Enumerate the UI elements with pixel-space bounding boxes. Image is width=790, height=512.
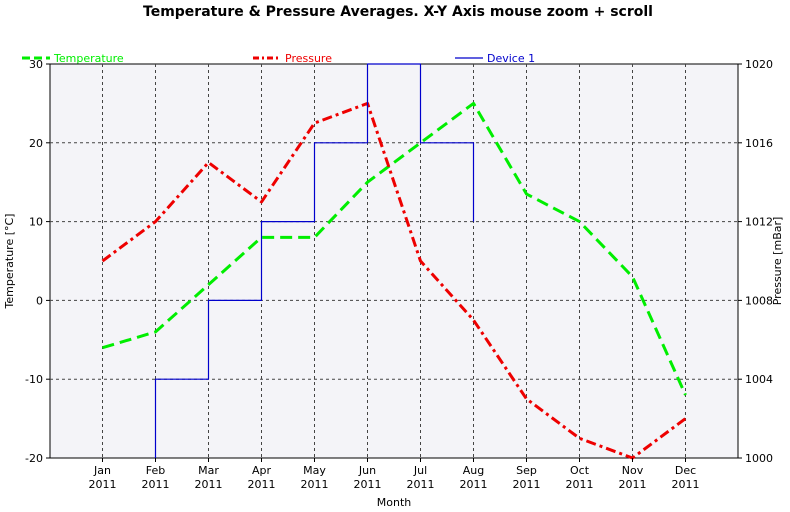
x-axis-tick-label-year: 2011 bbox=[407, 478, 435, 491]
x-axis-tick-label-year: 2011 bbox=[301, 478, 329, 491]
y-axis-right-tick-label: 1000 bbox=[745, 452, 773, 465]
x-axis-tick-label-year: 2011 bbox=[513, 478, 541, 491]
x-axis-tick-label-year: 2011 bbox=[195, 478, 223, 491]
x-axis-tick-label-month: Apr bbox=[252, 464, 272, 477]
x-axis-tick-label-year: 2011 bbox=[460, 478, 488, 491]
y-axis-right-tick-label: 1020 bbox=[745, 58, 773, 71]
chart-title: Temperature & Pressure Averages. X-Y Axi… bbox=[143, 4, 653, 20]
legend-label-temperature: Temperature bbox=[53, 52, 124, 65]
x-axis-tick-label-month: Feb bbox=[146, 464, 165, 477]
x-axis-tick-label-year: 2011 bbox=[672, 478, 700, 491]
x-axis-tick-label-month: May bbox=[303, 464, 326, 477]
series-line-device-1 bbox=[154, 63, 475, 458]
y-axis-left-tick-label: 10 bbox=[29, 216, 43, 229]
x-axis-tick-label-month: Jan bbox=[93, 464, 111, 477]
series-line-temperature bbox=[102, 101, 687, 396]
series-layer bbox=[101, 63, 687, 460]
x-axis-tick-label-year: 2011 bbox=[248, 478, 276, 491]
x-axis-tick-label-month: Sep bbox=[516, 464, 537, 477]
x-axis-tick-label-month: Aug bbox=[463, 464, 484, 477]
axes: -20-100102030100010041008101210161020Jan… bbox=[25, 58, 773, 491]
x-axis-tick-label-year: 2011 bbox=[354, 478, 382, 491]
x-axis-tick-label-month: Dec bbox=[675, 464, 696, 477]
y-axis-left-tick-label: -20 bbox=[25, 452, 43, 465]
x-axis-tick-label-year: 2011 bbox=[619, 478, 647, 491]
y-axis-left-tick-label: 0 bbox=[36, 294, 43, 307]
x-axis-tick-label-month: Jul bbox=[413, 464, 427, 477]
x-axis-tick-label-month: Oct bbox=[570, 464, 590, 477]
x-axis-tick-label-year: 2011 bbox=[89, 478, 117, 491]
y-axis-right-tick-label: 1004 bbox=[745, 373, 773, 386]
x-axis-tick-label-year: 2011 bbox=[566, 478, 594, 491]
y-axis-left-tick-label: -10 bbox=[25, 373, 43, 386]
plot-area[interactable] bbox=[49, 63, 739, 459]
x-axis-tick-label-month: Mar bbox=[198, 464, 219, 477]
y-axis-left-tick-label: 30 bbox=[29, 58, 43, 71]
legend-label-device-1: Device 1 bbox=[487, 52, 535, 65]
x-axis-tick-label-year: 2011 bbox=[142, 478, 170, 491]
y-axis-left-tick-label: 20 bbox=[29, 137, 43, 150]
y-axis-right-label: Pressure [mBar] bbox=[771, 217, 784, 306]
y-axis-right-tick-label: 1008 bbox=[745, 294, 773, 307]
y-axis-right-tick-label: 1016 bbox=[745, 137, 773, 150]
x-axis-tick-label-month: Jun bbox=[358, 464, 376, 477]
y-axis-left-label: Temperature [°C] bbox=[3, 214, 16, 310]
y-axis-right-tick-label: 1012 bbox=[745, 216, 773, 229]
series-line-pressure bbox=[101, 101, 687, 460]
x-axis-label: Month bbox=[377, 496, 412, 509]
legend: Temperature Pressure Device 1 bbox=[22, 52, 535, 65]
legend-label-pressure: Pressure bbox=[285, 52, 332, 65]
x-axis-tick-label-month: Nov bbox=[622, 464, 644, 477]
